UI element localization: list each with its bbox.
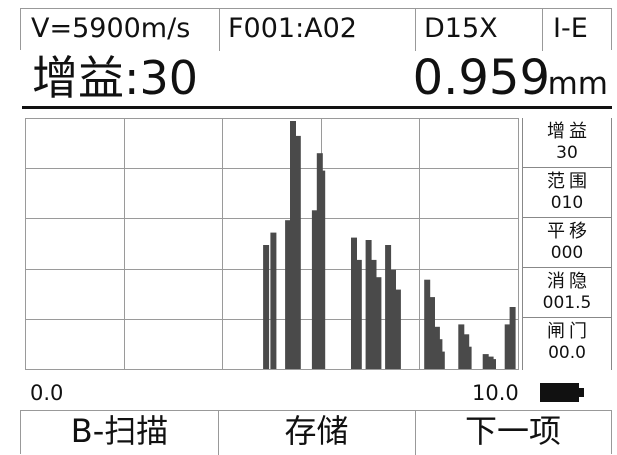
status-divider xyxy=(542,9,543,51)
echo-peak xyxy=(375,277,382,369)
echo-peak xyxy=(285,220,292,369)
echo-peak xyxy=(394,289,401,369)
echo-peak xyxy=(355,259,362,369)
echo-peak xyxy=(351,237,357,369)
scale-min-label: 0.0 xyxy=(30,381,64,405)
echo-peak xyxy=(311,210,318,369)
file-readout: F001:A02 xyxy=(228,13,357,44)
echo-peak xyxy=(424,279,431,369)
b-scan-button[interactable]: B-扫描 xyxy=(21,411,218,454)
param-label: 范围 xyxy=(547,171,591,192)
echo-peak xyxy=(319,170,326,369)
parameter-panel: 增益 30 范围 010 平移 000 消隐 001.5 闸门 00.0 xyxy=(522,118,612,370)
echo-peak xyxy=(465,346,472,369)
save-button[interactable]: 存储 xyxy=(218,411,415,454)
a-scan-display xyxy=(25,118,519,370)
param-value: 001.5 xyxy=(542,293,592,313)
gain-readout: 增益:30 xyxy=(32,51,199,105)
depth-value: 0.959 xyxy=(412,50,550,106)
param-gate[interactable]: 闸门 00.0 xyxy=(523,318,611,368)
echo-peak xyxy=(270,232,277,369)
save-label: 存储 xyxy=(284,412,349,450)
echo-peak xyxy=(429,297,435,369)
param-label: 消隐 xyxy=(547,271,591,292)
echo-peak xyxy=(490,359,496,369)
param-value: 30 xyxy=(556,143,578,163)
echo-peak xyxy=(263,245,270,369)
velocity-readout: V=5900m/s xyxy=(31,13,191,44)
battery-full-icon xyxy=(540,383,584,402)
measurement-headline: 增益:30 0.959 mm xyxy=(20,50,612,106)
b-scan-label: B-扫描 xyxy=(70,412,169,450)
echo-peak xyxy=(504,324,511,369)
menu-divider xyxy=(218,411,219,455)
param-value: 000 xyxy=(550,243,584,263)
echo-peak xyxy=(482,354,489,369)
a-scan-svg xyxy=(25,118,519,370)
mode-readout: I-E xyxy=(553,13,588,44)
header-divider xyxy=(22,106,612,109)
echo-peak xyxy=(365,240,372,369)
param-gain[interactable]: 增益 30 xyxy=(523,118,611,168)
status-divider xyxy=(415,9,416,51)
status-divider xyxy=(219,9,220,51)
echo-peak xyxy=(370,259,377,369)
soft-key-menu: B-扫描 存储 下一项 xyxy=(20,410,612,455)
next-item-button[interactable]: 下一项 xyxy=(415,411,611,454)
param-label: 闸门 xyxy=(547,321,591,342)
param-range[interactable]: 范围 010 xyxy=(523,168,611,218)
echo-peak xyxy=(509,307,516,369)
echo-peak xyxy=(458,324,465,369)
probe-readout: D15X xyxy=(424,13,498,44)
status-bar: V=5900m/s F001:A02 D15X I-E xyxy=(20,8,612,51)
next-item-label: 下一项 xyxy=(464,412,561,450)
echo-peak xyxy=(385,245,392,369)
echo-peak xyxy=(290,121,296,369)
param-blanking[interactable]: 消隐 001.5 xyxy=(523,268,611,318)
param-label: 平移 xyxy=(547,221,591,242)
menu-divider xyxy=(415,411,416,455)
grid xyxy=(25,118,519,370)
param-offset[interactable]: 平移 000 xyxy=(523,218,611,268)
scale-max-label: 10.0 xyxy=(472,381,519,405)
param-value: 010 xyxy=(550,193,584,213)
echo-peak xyxy=(390,269,396,369)
param-value: 00.0 xyxy=(548,343,586,363)
echo-peak xyxy=(438,351,445,369)
param-label: 增益 xyxy=(547,121,591,142)
echo-peak xyxy=(294,135,301,369)
depth-unit: mm xyxy=(547,66,608,102)
echo-trace xyxy=(263,121,516,369)
